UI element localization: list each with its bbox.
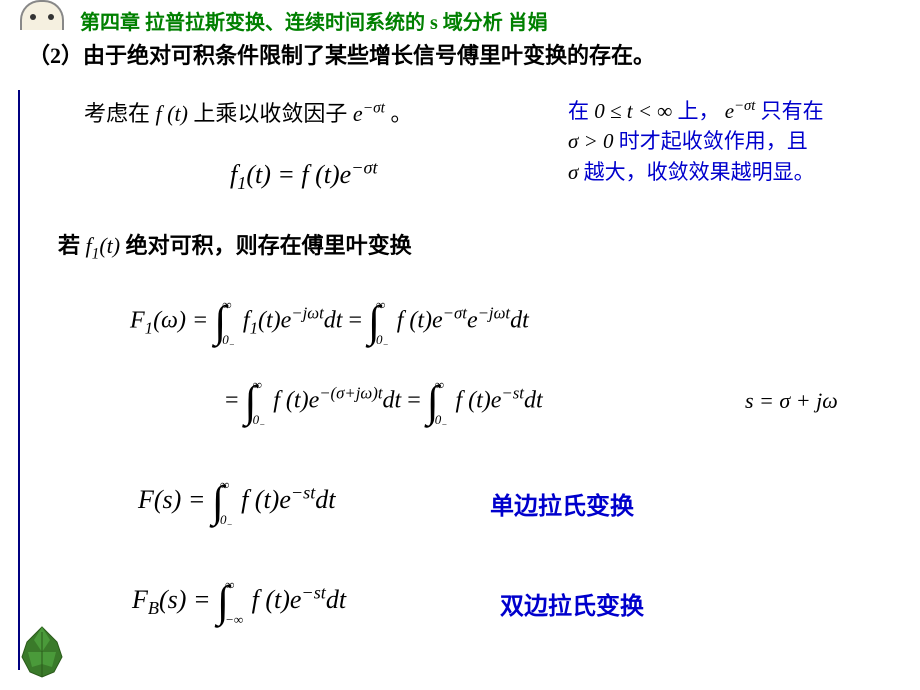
eq1-sub: 1: [237, 173, 246, 193]
eq-sign-2: =: [407, 388, 427, 414]
sn-exp: −σt: [734, 98, 755, 114]
Fs-lhs: F(s) =: [138, 485, 205, 514]
F1-F: F: [130, 308, 145, 334]
lom: −: [229, 340, 235, 350]
intg1a-exp: −jωt: [291, 304, 324, 323]
f1t: f1(t): [86, 233, 121, 258]
eq-FBs-double: FB(s) = ∫ ∞ −∞ f (t)e−stdt: [132, 578, 346, 626]
intg2b-exp: −st: [501, 384, 524, 403]
sn-g: 越大，收敛效果越明显。: [584, 160, 815, 184]
sn-e: e: [725, 99, 734, 123]
e-exp: −σt: [363, 100, 385, 117]
intg2a-exp: −(σ+jω)t: [319, 384, 382, 403]
eq-Fs-single: F(s) = ∫ ∞ 0− f (t)e−stdt: [138, 478, 336, 526]
intg1a-f: f: [243, 308, 250, 334]
consider-b: 上乘以收敛因子: [193, 101, 347, 126]
int-sign-2b: ∫: [427, 384, 439, 419]
lomb: −: [383, 340, 389, 350]
sn-a: 在: [568, 99, 589, 123]
intgFs-exp: −st: [291, 482, 315, 502]
int-sign-2a: ∫: [245, 384, 257, 419]
eq-F1omega-line1: F1(ω) = ∫ ∞ 0− f1(t)e−jωtdt = ∫ ∞ 0− f (…: [130, 298, 529, 346]
lomd: −: [441, 420, 447, 430]
intg1a-arg: (t)e: [258, 308, 291, 334]
if-integrable-text: 若 f1(t) 绝对可积，则存在傅里叶变换: [58, 228, 412, 260]
label-double-sided: 双边拉氏变换: [500, 586, 644, 621]
chapter-header: 第四章 拉普拉斯变换、连续时间系统的 s 域分析 肖娟: [80, 6, 548, 35]
eq-f1-def: f1(t) = f (t)e−σt: [230, 160, 378, 190]
if-a: 若: [58, 233, 80, 258]
dtFBs: dt: [326, 585, 346, 614]
intg1b-exp1: −σt: [443, 304, 467, 323]
sn-range: 0 ≤ t < ∞: [594, 99, 672, 123]
intg1b-exp2: −jωt: [478, 304, 511, 323]
int-2a: ∫ ∞ 0−: [245, 378, 268, 426]
FBs-sub: B: [148, 598, 159, 618]
e-base: e: [353, 101, 363, 126]
item-2-statement: （2）由于绝对可积条件限制了某些增长信号傅里叶变换的存在。: [28, 38, 655, 70]
vertical-divider: [18, 90, 20, 670]
label-single-sided: 单边拉氏变换: [490, 486, 634, 521]
F1-arg: (ω) =: [153, 308, 208, 334]
cartoon-face-decoration: [20, 0, 64, 30]
F1-sub: 1: [145, 318, 153, 337]
sn-factor: e−σt: [725, 99, 756, 123]
int-FBs: ∫ ∞ −∞: [217, 578, 245, 626]
intg2a-f: f (t)e: [273, 388, 319, 414]
FBs-F: F: [132, 585, 148, 614]
eq1-arg: (t) = f (t)e: [246, 160, 351, 189]
consider-c: 。: [390, 101, 412, 126]
FBs-arg: (s) =: [159, 585, 210, 614]
lomc: −: [259, 420, 265, 430]
int-sign-Fs: ∫: [212, 484, 224, 519]
int-sign-1b: ∫: [368, 304, 380, 339]
int-sign-FBs: ∫: [217, 584, 229, 619]
sn-f: σ: [568, 160, 578, 184]
int-sign-1a: ∫: [214, 304, 226, 339]
intg1b-e2: e: [467, 308, 478, 334]
sn-d: σ > 0: [568, 129, 614, 153]
intg2b-f: f (t)e: [455, 388, 501, 414]
eq-sign-1: =: [348, 308, 368, 334]
int-Fs: ∫ ∞ 0−: [212, 478, 235, 526]
lome: −: [226, 520, 232, 530]
int-1b: ∫ ∞ 0−: [368, 298, 391, 346]
dt2a: dt: [383, 388, 402, 414]
intgFBs-f: f (t)e: [252, 585, 302, 614]
dt1a: dt: [324, 308, 343, 334]
side-note: 在 0 ≤ t < ∞ 上， e−σt 只有在 σ > 0 时才起收敛作用，且 …: [568, 96, 908, 187]
eq-F1omega-line2: = ∫ ∞ 0− f (t)e−(σ+jω)tdt = ∫ ∞ 0− f (t)…: [225, 378, 543, 426]
intgFs-f: f (t)e: [241, 485, 291, 514]
consider-text: 考虑在 f (t) 上乘以收敛因子 e−σt 。: [84, 96, 412, 128]
s-definition: s = σ + jω: [745, 388, 838, 414]
intgFBs-exp: −st: [301, 582, 325, 602]
sn-c: 只有在: [761, 99, 824, 123]
dt1b: dt: [510, 308, 529, 334]
ft-expr: f (t): [156, 101, 188, 126]
intg1a-sub: 1: [250, 318, 258, 337]
sn-e2: 时才起收敛作用，且: [619, 129, 808, 153]
if-b: 绝对可积，则存在傅里叶变换: [126, 233, 412, 258]
consider-a: 考虑在: [84, 101, 150, 126]
eq1-exp: −σt: [351, 157, 377, 177]
int-2b: ∫ ∞ 0−: [427, 378, 450, 426]
sn-b: 上，: [678, 99, 720, 123]
intg1b-f: f (t)e: [397, 308, 443, 334]
leaf-decoration: [12, 622, 72, 682]
dtFs: dt: [315, 485, 335, 514]
dt2b: dt: [524, 388, 543, 414]
f1t-arg: (t): [99, 233, 120, 258]
conv-factor: e−σt: [353, 101, 391, 126]
int-1a: ∫ ∞ 0−: [214, 298, 237, 346]
